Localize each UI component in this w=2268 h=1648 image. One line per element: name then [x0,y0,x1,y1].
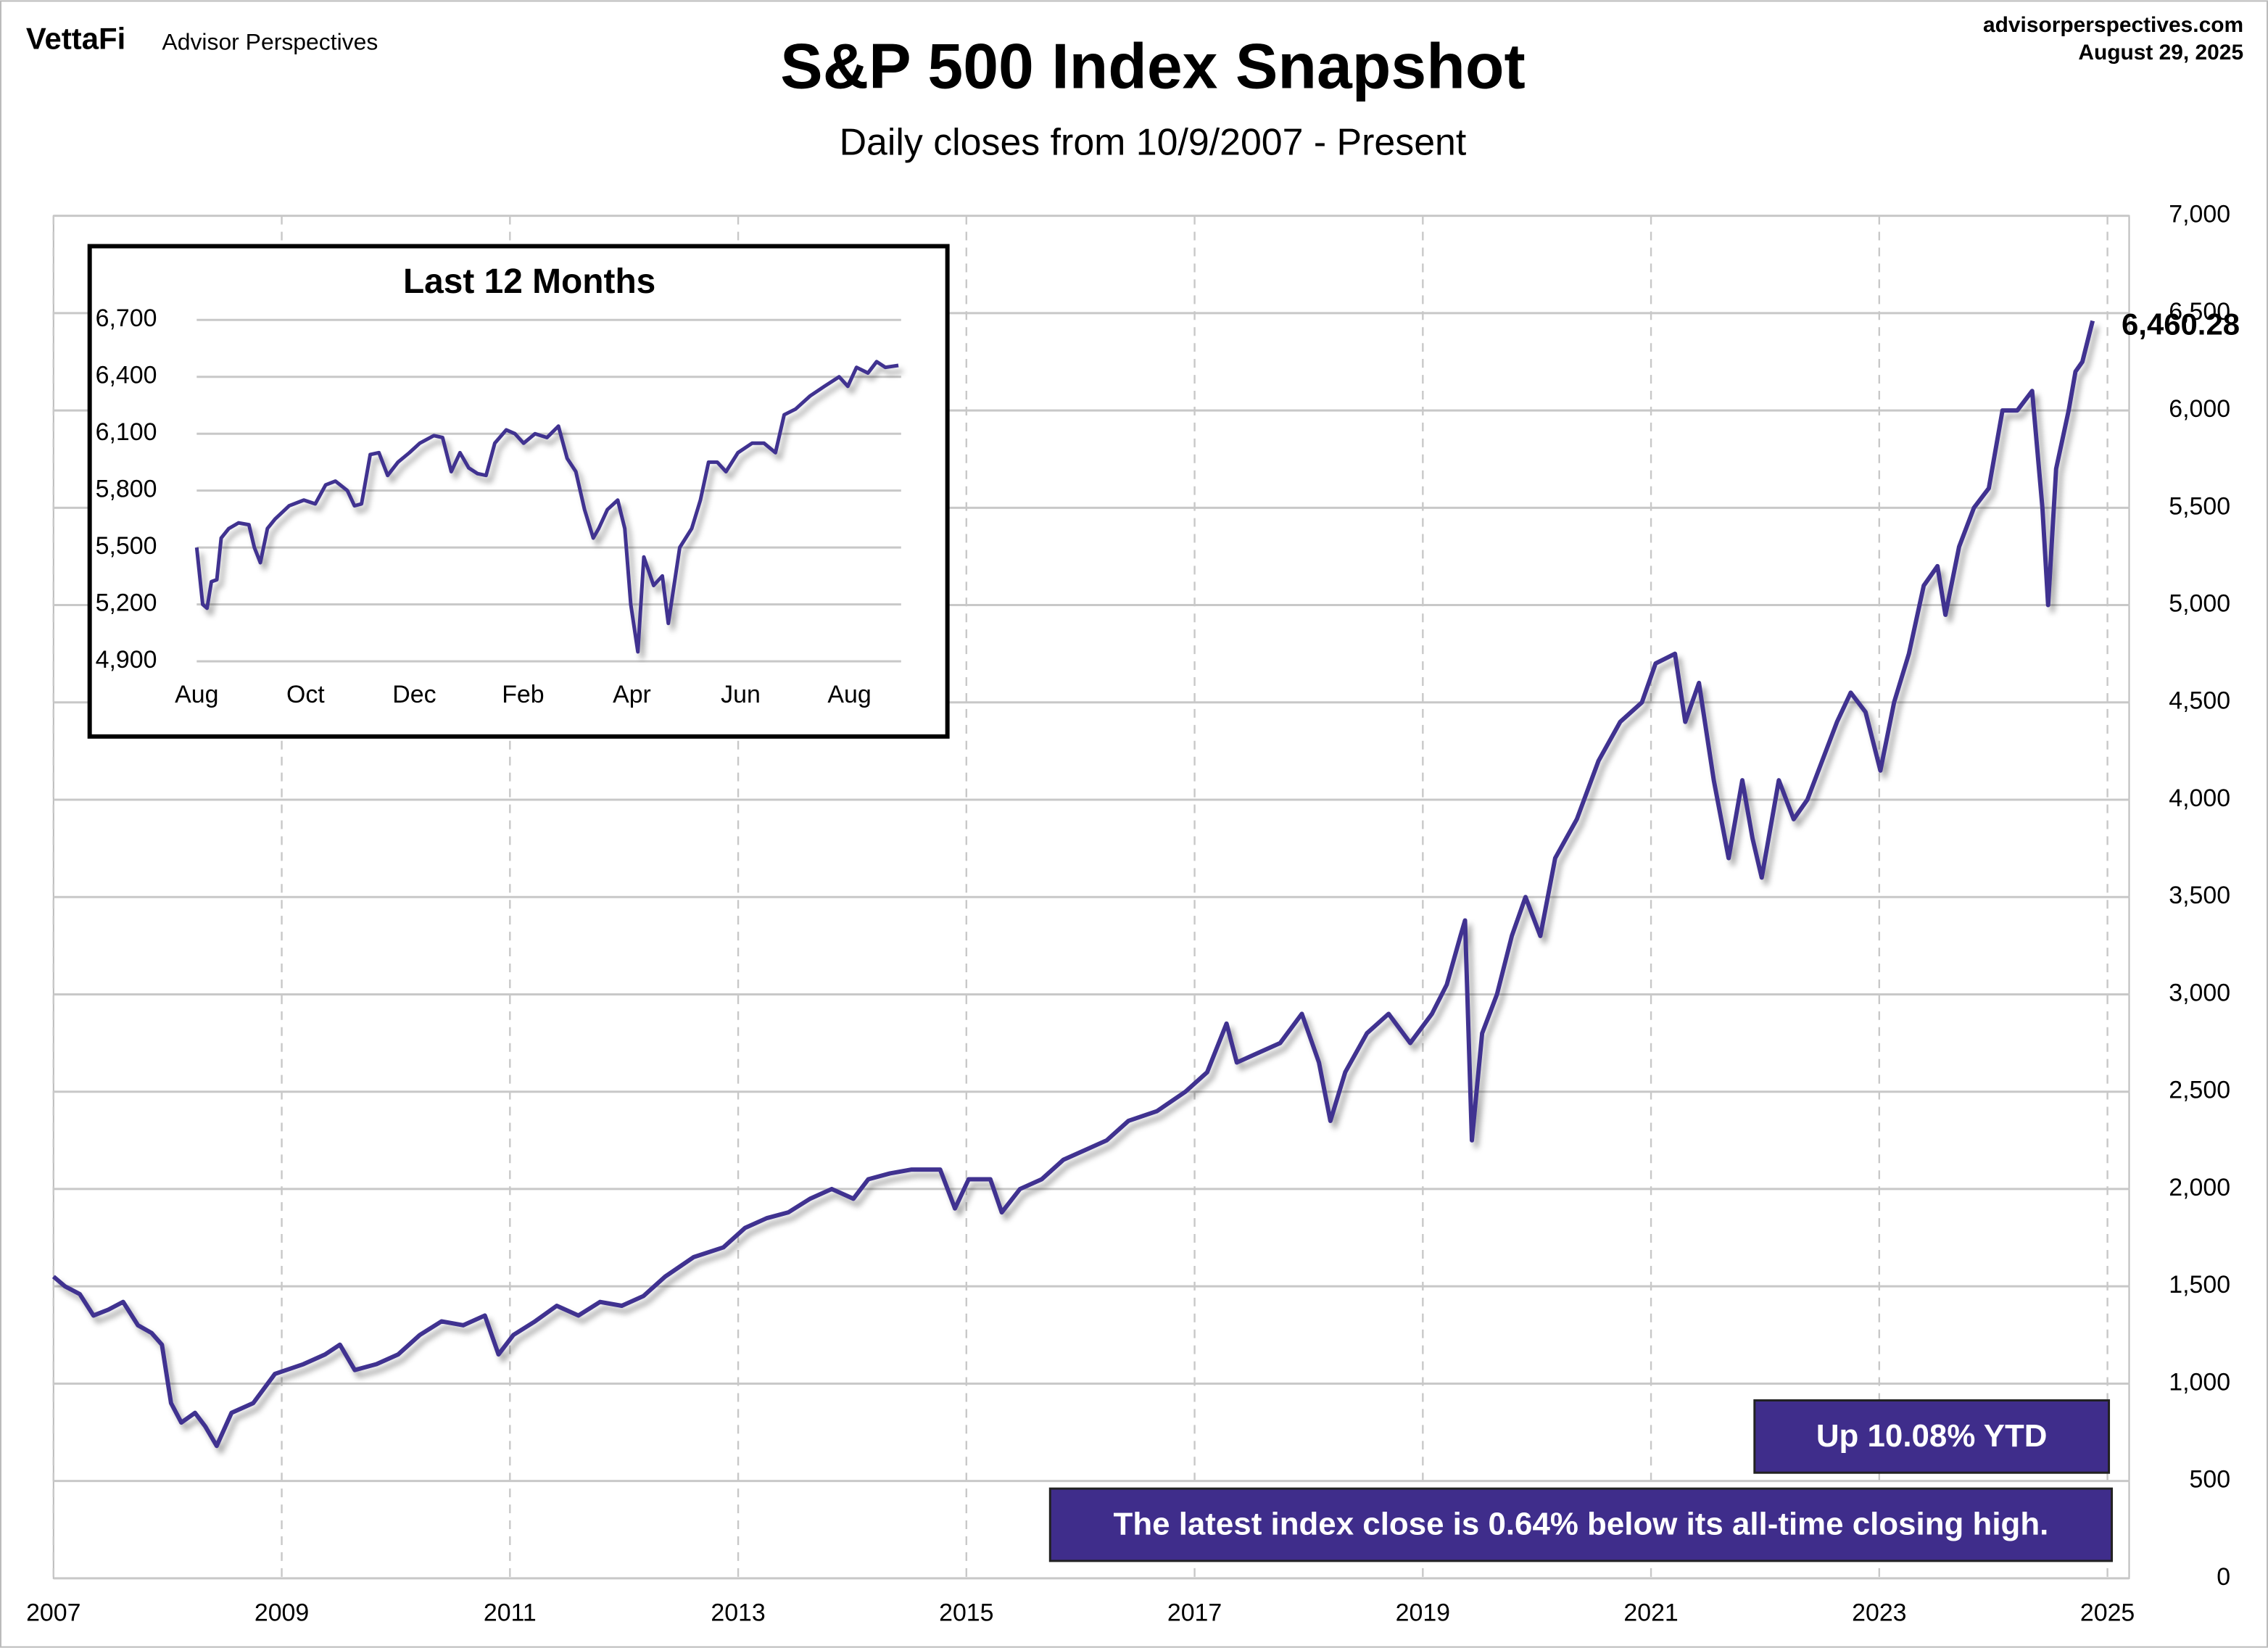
last-value-label: 6,460.28 [2122,307,2240,341]
x-tick-label: 2015 [939,1599,993,1627]
y-tick-label: 6,500 [2169,298,2230,326]
x-tick-label: 2023 [1852,1599,1906,1627]
y-tick-label: 1,500 [2169,1271,2230,1299]
y-tick-label: 3,500 [2169,882,2230,909]
y-tick-label: 7,000 [2169,201,2230,228]
x-tick-label: 2013 [711,1599,765,1627]
y-tick-label: 4,500 [2169,687,2230,715]
x-tick-label: 2021 [1623,1599,1678,1627]
x-tick-label: Dec [392,681,436,708]
brand: VettaFi [26,21,125,55]
annotation-box [1048,1487,2114,1562]
annotation-box [1753,1399,2111,1474]
y-tick-label: 0 [2217,1563,2230,1591]
x-tick-label: 2011 [484,1599,537,1627]
y-tick-label: 5,500 [96,532,157,560]
x-tick-label: Feb [502,681,544,708]
x-tick-label: 2017 [1167,1599,1222,1627]
y-tick-label: 3,000 [2169,979,2230,1006]
y-tick-label: 6,400 [96,362,157,389]
x-tick-label: Aug [175,681,218,708]
x-tick-label: 2019 [1396,1599,1450,1627]
publisher: Advisor Perspectives [162,29,378,55]
x-tick-label: 2009 [254,1599,309,1627]
x-tick-label: 2007 [26,1599,80,1627]
inset-chart: Last 12 Months 4,900 5,200 5,500 5,800 6,100… [87,244,950,739]
site: advisorperspectives.com [1983,13,2243,37]
main-chart: 0 500 1,000 1,500 2,000 2,500 3,000 3,500 4,000 4… [26,201,2240,1627]
y-tick-label: 5,000 [2169,590,2230,618]
y-tick-label: 6,000 [2169,395,2230,423]
chart-subtitle: Daily closes from 10/9/2007 - Present [840,121,1467,163]
annotation: Up 10.08% YTD [1816,1418,2048,1454]
x-tick-label: 2025 [2080,1599,2135,1627]
date: August 29, 2025 [2078,41,2243,65]
inset-title: Last 12 Months [403,262,655,301]
y-tick-label: 5,200 [96,589,157,617]
price-line [51,320,2095,1449]
annotation: The latest index close is 0.64% below it… [1114,1507,2049,1542]
y-tick-label: 500 [2190,1466,2231,1494]
y-tick-label: 4,900 [96,646,157,674]
y-tick-label: 2,000 [2169,1174,2230,1201]
x-tick-label: Apr [613,681,651,708]
y-tick-label: 4,000 [2169,784,2230,812]
y-tick-label: 2,500 [2169,1077,2230,1104]
chart-title: S&P 500 Index Snapshot [780,30,1526,102]
y-tick-label: 1,000 [2169,1368,2230,1396]
price-line [194,360,899,654]
y-tick-label: 5,800 [96,476,157,503]
y-tick-label: 5,500 [2169,492,2230,520]
x-tick-label: Jun [721,681,761,708]
x-tick-label: Aug [827,681,871,708]
y-tick-label: 6,700 [96,305,157,332]
y-tick-label: 6,100 [96,418,157,446]
x-tick-label: Oct [286,681,325,708]
